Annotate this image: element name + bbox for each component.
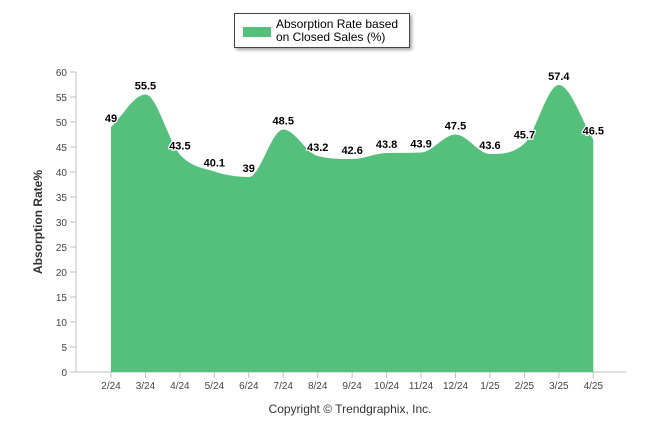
x-tick-label: 1/25 <box>480 381 500 392</box>
x-tick-label: 12/24 <box>443 381 468 392</box>
data-label: 57.4 <box>548 71 570 83</box>
plot-area <box>111 85 594 372</box>
x-tick-label: 2/25 <box>515 381 535 392</box>
data-label: 43.5 <box>169 141 190 153</box>
legend-label: Absorption Rate based on Closed Sales (%… <box>276 17 399 44</box>
x-tick-label: 9/24 <box>342 381 362 392</box>
data-label: 43.9 <box>410 139 431 151</box>
y-tick-label: 40 <box>56 168 68 179</box>
y-tick-label: 55 <box>56 93 68 104</box>
data-label: 43.6 <box>479 140 500 152</box>
y-tick-label: 5 <box>61 343 67 354</box>
data-label: 55.5 <box>135 81 156 93</box>
data-label: 43.2 <box>307 142 328 154</box>
legend: Absorption Rate based on Closed Sales (%… <box>234 13 410 48</box>
x-tick-label: 7/24 <box>274 381 294 392</box>
x-tick-label: 11/24 <box>409 381 434 392</box>
y-tick-label: 45 <box>56 143 68 154</box>
y-tick-label: 35 <box>56 193 68 204</box>
data-label: 47.5 <box>445 121 466 133</box>
data-labels: 49 55.5 43.5 40.1 39 48.5 43.2 42.6 43.8 43.9 47.5… <box>104 70 606 177</box>
x-axis: 2/24 3/24 4/24 5/24 6/24 7/24 8/24 9/24 10/24 11/… <box>76 371 626 392</box>
series-area <box>111 85 594 372</box>
y-tick-label: 15 <box>56 293 68 304</box>
y-tick-label: 60 <box>56 68 68 79</box>
data-label: 43.8 <box>376 139 397 151</box>
y-tick-label: 30 <box>56 218 68 229</box>
x-tick-label: 10/24 <box>374 381 399 392</box>
legend-swatch <box>243 27 271 37</box>
y-tick-label: 25 <box>56 243 68 254</box>
x-tick-label: 5/24 <box>205 381 225 392</box>
data-label: 40.1 <box>204 158 225 170</box>
x-tick-label: 3/25 <box>549 381 569 392</box>
data-label: 46.5 <box>583 126 604 138</box>
y-tick-label: 0 <box>61 368 67 379</box>
data-label: 45.7 <box>514 130 535 142</box>
x-tick-label: 8/24 <box>308 381 328 392</box>
x-tick-label: 6/24 <box>239 381 259 392</box>
data-label: 49 <box>105 113 117 125</box>
y-tick-label: 20 <box>56 268 68 279</box>
copyright-text: Copyright © Trendgraphix, Inc. <box>268 402 432 416</box>
y-axis: 0 5 10 15 20 25 30 35 40 45 50 55 60 <box>56 68 77 379</box>
x-tick-label: 2/24 <box>101 381 121 392</box>
x-tick-label: 4/25 <box>584 381 604 392</box>
x-tick-label: 3/24 <box>136 381 156 392</box>
data-label: 39 <box>243 163 255 175</box>
y-axis-title: Absorption Rate% <box>31 169 45 275</box>
y-tick-label: 50 <box>56 118 68 129</box>
data-label: 42.6 <box>341 145 362 157</box>
data-label: 48.5 <box>273 116 294 128</box>
y-tick-label: 10 <box>56 318 68 329</box>
x-tick-label: 4/24 <box>170 381 190 392</box>
